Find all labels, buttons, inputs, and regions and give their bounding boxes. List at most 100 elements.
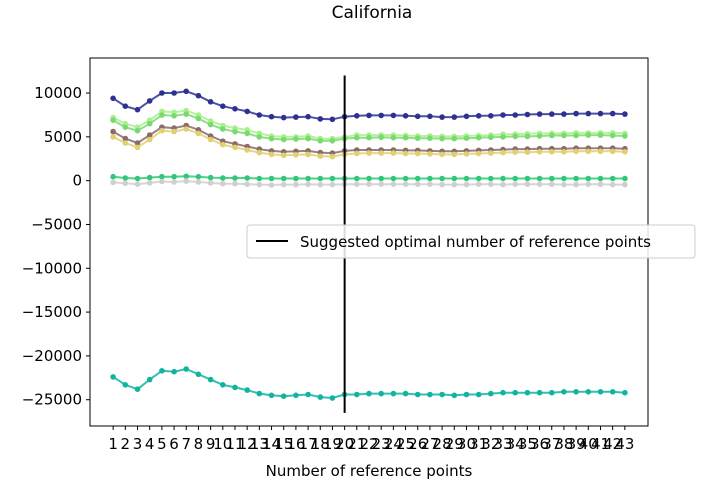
data-point xyxy=(134,386,141,393)
data-point xyxy=(110,173,116,180)
data-point xyxy=(378,175,385,182)
data-point xyxy=(451,392,458,399)
data-point xyxy=(427,175,433,182)
series-7 xyxy=(110,178,628,188)
data-point xyxy=(232,106,238,112)
data-point xyxy=(122,135,129,142)
x-tick-label: 34 xyxy=(506,435,525,453)
data-point xyxy=(268,175,275,182)
y-tick-label: 5000 xyxy=(44,128,82,146)
x-tick-label: 32 xyxy=(481,435,500,453)
data-point xyxy=(488,113,494,119)
series-5 xyxy=(110,126,628,160)
x-tick-label: 39 xyxy=(567,435,586,453)
data-point xyxy=(146,136,153,143)
data-point xyxy=(317,175,324,182)
data-point xyxy=(171,128,177,135)
legend: Suggested optimal number of reference po… xyxy=(246,224,696,259)
data-point xyxy=(122,382,129,388)
series-3 xyxy=(110,111,628,144)
data-point xyxy=(146,174,153,181)
x-tick-label: 2 xyxy=(121,435,131,453)
data-point xyxy=(183,173,189,180)
x-axis: 1 2 3 4 5 6 7 8 91011121314151617181920212223242… xyxy=(108,426,634,453)
data-point xyxy=(378,134,385,141)
data-point xyxy=(256,175,263,182)
data-point xyxy=(122,140,129,146)
x-tick-label: 42 xyxy=(603,435,622,453)
data-point xyxy=(366,390,372,397)
data-point xyxy=(146,132,153,138)
data-point xyxy=(512,175,518,182)
data-point xyxy=(195,371,202,378)
data-point xyxy=(549,181,555,187)
data-point xyxy=(146,180,153,186)
data-point xyxy=(232,180,238,187)
y-tick-label: −10000 xyxy=(22,259,82,277)
data-point xyxy=(512,389,518,396)
data-point xyxy=(439,181,445,188)
data-point xyxy=(488,134,494,141)
x-tick-label: 43 xyxy=(615,435,634,453)
data-point xyxy=(488,181,494,187)
data-point xyxy=(134,181,141,187)
data-point xyxy=(597,132,604,138)
data-point xyxy=(183,111,189,117)
y-axis: 10000 5000 0 −5000 −10000 −15000 −20000 −25000 xyxy=(22,84,90,409)
x-tick-label: 11 xyxy=(225,435,244,453)
x-tick-label: 22 xyxy=(359,435,378,453)
data-point xyxy=(402,134,409,141)
data-point xyxy=(622,111,628,117)
data-point xyxy=(232,128,238,135)
data-point xyxy=(622,149,628,155)
data-point xyxy=(171,368,177,375)
data-point xyxy=(390,112,397,119)
data-point xyxy=(585,389,592,395)
data-point xyxy=(536,389,543,396)
data-point xyxy=(244,175,250,181)
data-point xyxy=(524,149,531,155)
data-point xyxy=(378,181,385,187)
data-point xyxy=(256,390,263,397)
data-point xyxy=(195,115,202,122)
data-point xyxy=(244,387,250,393)
data-point xyxy=(354,175,360,182)
data-point xyxy=(317,138,324,144)
data-point xyxy=(390,390,397,397)
data-point xyxy=(609,132,616,139)
y-tick-label: −25000 xyxy=(22,391,82,409)
data-point xyxy=(512,149,518,155)
data-point xyxy=(280,175,287,182)
data-point xyxy=(195,173,202,180)
data-point xyxy=(146,120,153,127)
data-point xyxy=(402,390,409,397)
data-point xyxy=(122,175,129,181)
x-tick-label: 19 xyxy=(323,435,342,453)
data-point xyxy=(597,389,604,395)
data-point xyxy=(183,366,189,372)
x-tick-label: 18 xyxy=(311,435,330,453)
x-tick-label: 1 xyxy=(108,435,118,453)
data-point xyxy=(549,149,555,155)
data-point xyxy=(414,135,421,141)
data-point xyxy=(573,110,579,117)
x-tick-label: 33 xyxy=(493,435,512,453)
data-point xyxy=(232,144,238,151)
data-point xyxy=(134,127,141,134)
data-point xyxy=(402,175,409,182)
data-point xyxy=(220,141,226,148)
x-tick-label: 3 xyxy=(133,435,143,453)
data-point xyxy=(439,114,445,120)
data-point xyxy=(488,175,494,182)
x-tick-label: 31 xyxy=(469,435,488,453)
x-tick-label: 17 xyxy=(299,435,318,453)
data-point xyxy=(390,150,397,156)
data-point xyxy=(122,124,129,130)
data-point xyxy=(378,112,385,119)
data-point xyxy=(622,133,628,139)
data-point xyxy=(195,179,202,185)
data-point xyxy=(500,175,506,182)
data-point xyxy=(622,389,628,396)
x-tick-label: 25 xyxy=(396,435,415,453)
